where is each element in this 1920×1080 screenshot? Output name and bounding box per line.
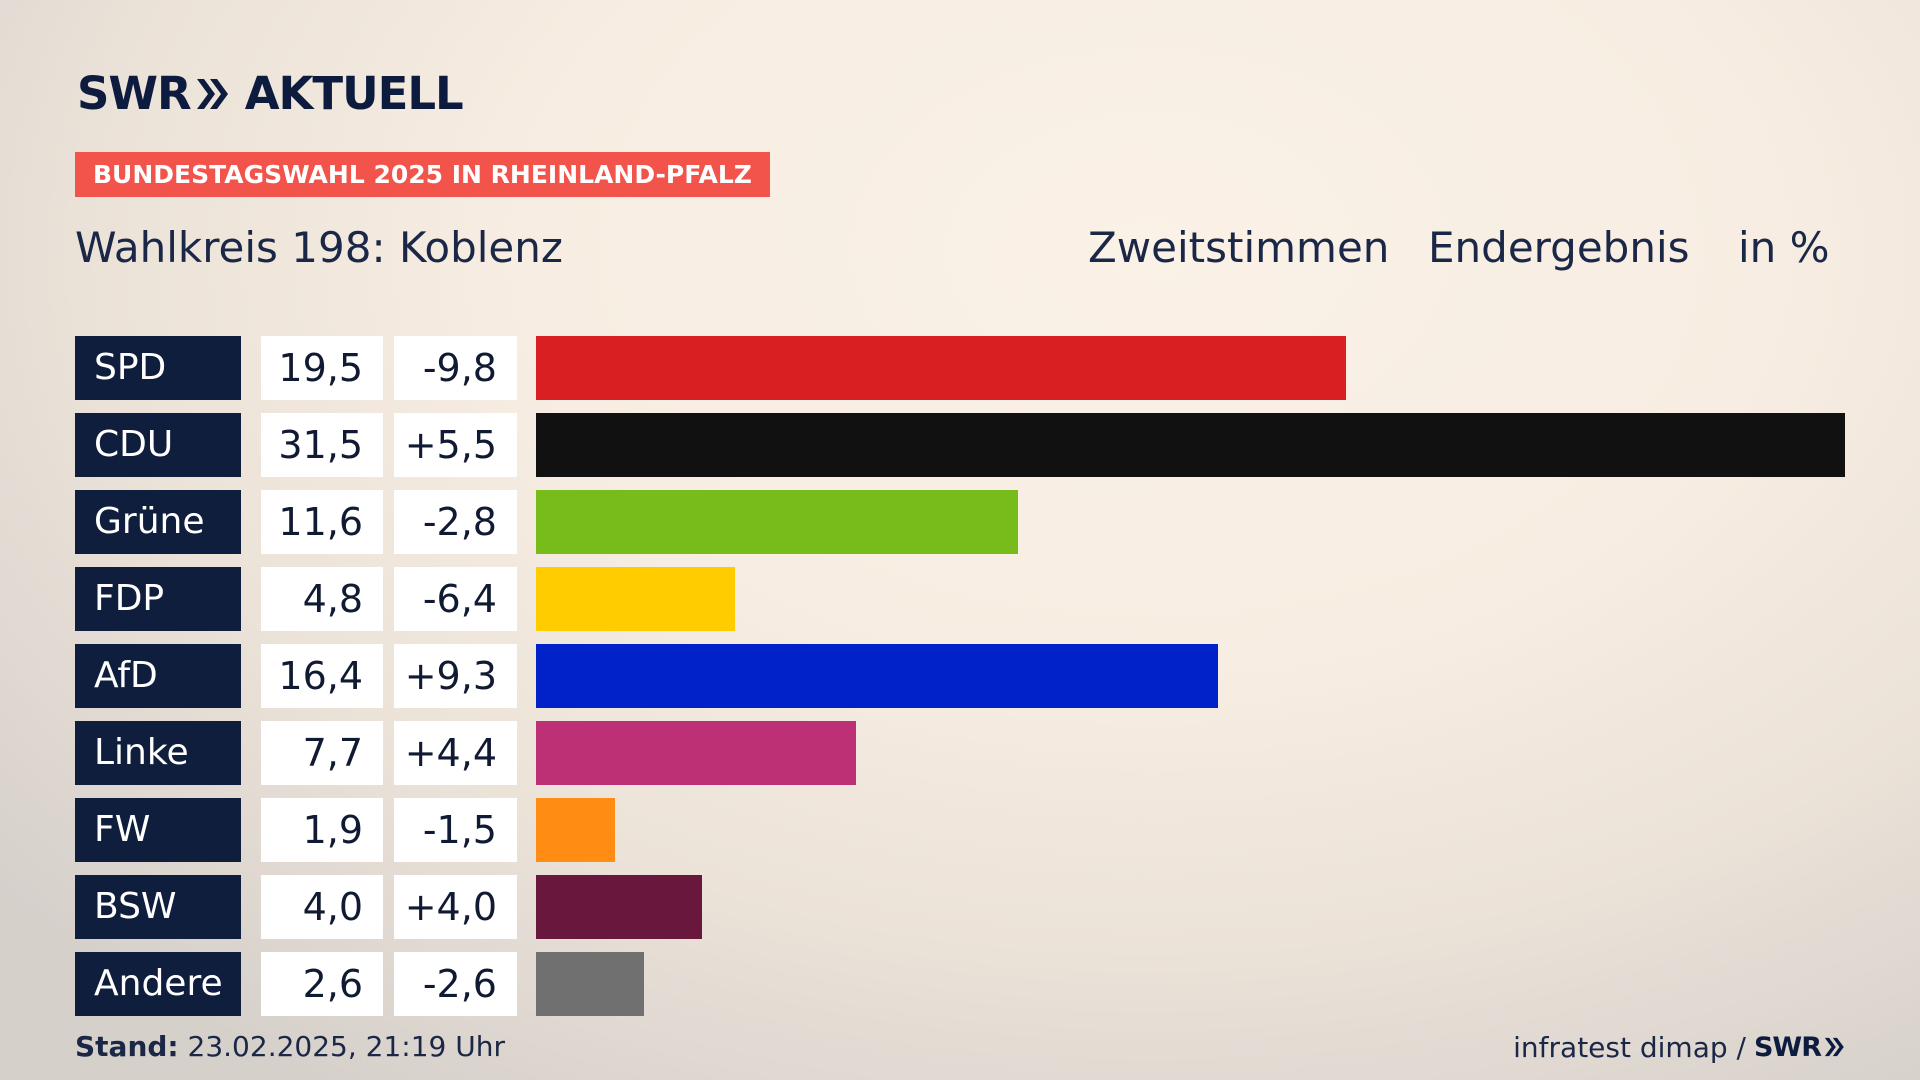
result-value: 11,6 — [261, 490, 383, 554]
header-status: Endergebnis — [1428, 223, 1690, 272]
election-kicker: BUNDESTAGSWAHL 2025 IN RHEINLAND-PFALZ — [75, 152, 770, 197]
result-diff: +4,0 — [394, 875, 517, 939]
header-vote-type: Zweitstimmen — [1088, 223, 1390, 272]
party-label: BSW — [75, 875, 241, 939]
swr-aktuell-logo: SWR AKTUELL — [77, 67, 464, 120]
party-label: Andere — [75, 952, 241, 1016]
result-diff: -1,5 — [394, 798, 517, 862]
stand-value: 23.02.2025, 21:19 Uhr — [187, 1030, 505, 1063]
result-diff: -2,8 — [394, 490, 517, 554]
result-value: 16,4 — [261, 644, 383, 708]
result-bar — [536, 490, 1019, 554]
party-label: FDP — [75, 567, 241, 631]
result-bar — [536, 798, 615, 862]
logo-swr-text: SWR — [77, 67, 192, 120]
result-value: 4,0 — [261, 875, 383, 939]
result-bar — [536, 644, 1218, 708]
result-diff: +5,5 — [394, 413, 517, 477]
party-label: AfD — [75, 644, 241, 708]
double-chevron-icon — [196, 79, 228, 109]
result-value: 1,9 — [261, 798, 383, 862]
result-bar — [536, 413, 1845, 477]
party-label: Grüne — [75, 490, 241, 554]
result-value: 2,6 — [261, 952, 383, 1016]
source-brand: SWR — [1753, 1031, 1822, 1063]
footer-stand: Stand: 23.02.2025, 21:19 Uhr — [75, 1029, 505, 1065]
result-value: 19,5 — [261, 336, 383, 400]
result-value: 7,7 — [261, 721, 383, 785]
result-bar — [536, 952, 645, 1016]
party-label: FW — [75, 798, 241, 862]
header-unit: in % — [1738, 223, 1830, 272]
result-diff: +4,4 — [394, 721, 517, 785]
footer-source: infratest dimap / SWR — [1513, 1029, 1845, 1065]
double-chevron-icon — [1824, 1037, 1844, 1057]
result-bar — [536, 875, 703, 939]
result-diff: -2,6 — [394, 952, 517, 1016]
chart-subtitle: Wahlkreis 198: Koblenz — [75, 223, 563, 272]
result-bar — [536, 721, 856, 785]
result-diff: -9,8 — [394, 336, 517, 400]
result-diff: -6,4 — [394, 567, 517, 631]
party-label: Linke — [75, 721, 241, 785]
party-label: CDU — [75, 413, 241, 477]
party-label: SPD — [75, 336, 241, 400]
result-diff: +9,3 — [394, 644, 517, 708]
result-value: 4,8 — [261, 567, 383, 631]
result-bar — [536, 567, 736, 631]
source-text: infratest dimap / — [1513, 1030, 1746, 1064]
result-value: 31,5 — [261, 413, 383, 477]
result-bar — [536, 336, 1347, 400]
stand-label: Stand: — [75, 1030, 179, 1063]
logo-aktuell-text: AKTUELL — [244, 67, 464, 120]
